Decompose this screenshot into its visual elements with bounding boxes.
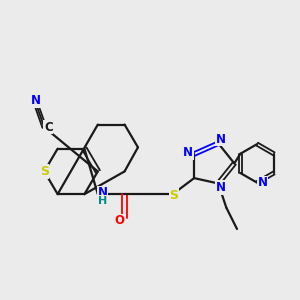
Text: N: N: [98, 186, 108, 199]
Text: S: S: [169, 189, 178, 202]
Text: N: N: [216, 181, 226, 194]
Text: N: N: [31, 94, 41, 107]
Text: H: H: [98, 196, 107, 206]
Text: N: N: [257, 176, 267, 189]
Text: O: O: [115, 214, 125, 227]
Text: S: S: [40, 165, 49, 178]
Text: N: N: [216, 133, 226, 146]
Text: N: N: [183, 146, 193, 159]
Text: C: C: [44, 121, 53, 134]
